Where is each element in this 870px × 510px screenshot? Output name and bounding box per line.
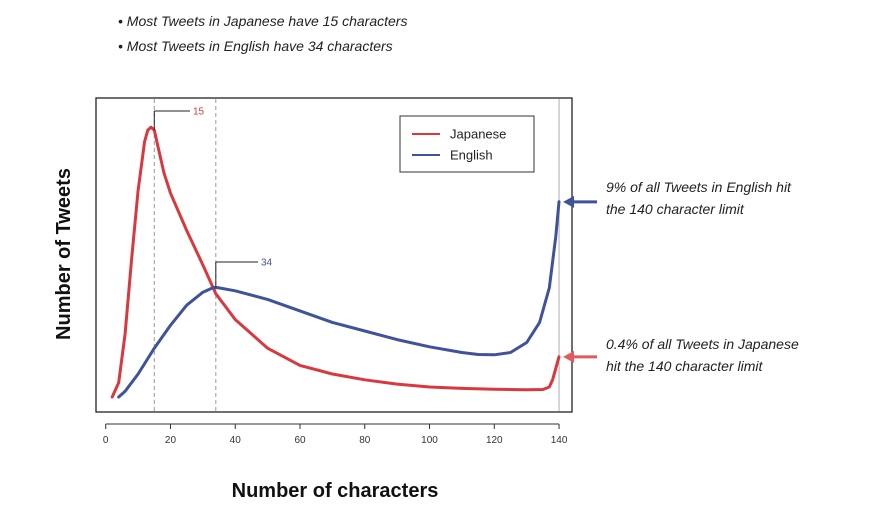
series-line-english xyxy=(117,200,561,399)
english-annotation-line-2: the 140 character limit xyxy=(606,201,744,217)
x-tick-label-120: 120 xyxy=(486,435,503,446)
japanese-annotation-line-2: hit the 140 character limit xyxy=(606,358,763,374)
x-tick-label-20: 20 xyxy=(165,435,177,446)
x-axis-title: Number of characters xyxy=(232,480,439,502)
japanese-limit-arrow-head xyxy=(563,350,575,363)
x-tick-label-60: 60 xyxy=(294,435,306,446)
x-tick-label-80: 80 xyxy=(359,435,371,446)
japanese-limit-annotation: 0.4% of all Tweets in Japanese hit the 1… xyxy=(606,333,799,377)
japanese-annotation-line-1: 0.4% of all Tweets in Japanese xyxy=(606,336,799,352)
peak-label-15: 15 xyxy=(193,107,205,118)
x-tick-label-140: 140 xyxy=(551,435,568,446)
english-annotation-line-1: 9% of all Tweets in English hit xyxy=(606,179,791,195)
x-tick-label-40: 40 xyxy=(230,435,242,446)
plot-frame xyxy=(95,97,573,413)
note-japanese: • Most Tweets in Japanese have 15 charac… xyxy=(118,13,408,29)
x-tick-label-100: 100 xyxy=(421,435,438,446)
series-line-japanese xyxy=(110,125,561,399)
english-limit-annotation: 9% of all Tweets in English hit the 140 … xyxy=(606,176,791,220)
legend-label-english: English xyxy=(450,148,493,163)
x-tick-label-0: 0 xyxy=(103,435,109,446)
english-limit-arrow-head xyxy=(563,195,575,208)
legend-box xyxy=(399,115,535,173)
peak-label-34: 34 xyxy=(261,258,273,269)
legend-label-japanese: Japanese xyxy=(450,127,506,142)
note-english: • Most Tweets in English have 34 charact… xyxy=(118,38,393,54)
y-axis-title: Number of Tweets xyxy=(53,168,75,340)
